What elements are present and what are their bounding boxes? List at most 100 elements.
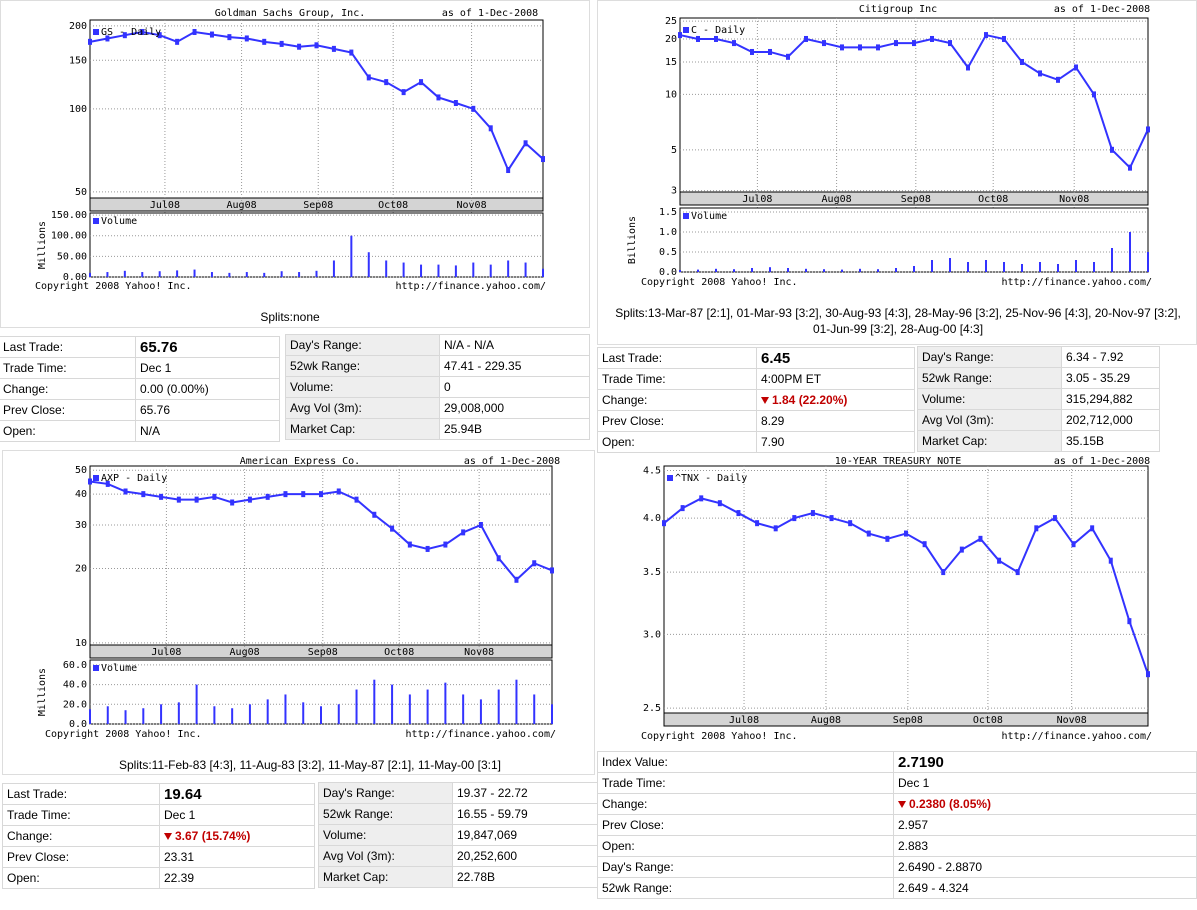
- source-url: http://finance.yahoo.com/: [1001, 277, 1152, 288]
- volume-bar: [733, 269, 735, 272]
- legend-label: Volume: [101, 663, 137, 674]
- price-point: [436, 94, 441, 101]
- y-tick-label: 50: [75, 465, 87, 476]
- volume-bar: [697, 269, 699, 272]
- price-point: [496, 555, 501, 562]
- quote-row: Prev Close: 23.31: [2, 846, 315, 868]
- price-point: [141, 491, 146, 498]
- x-tick-label: Aug08: [230, 647, 260, 658]
- volume-bar: [177, 702, 180, 724]
- price-point: [822, 40, 826, 47]
- price-point: [541, 156, 545, 163]
- volume-bar: [444, 682, 447, 724]
- quote-row: Day's Range: 6.34 - 7.92: [917, 346, 1160, 368]
- quote-label: Market Cap:: [917, 430, 1062, 452]
- price-point: [192, 28, 197, 35]
- quote-label: Prev Close:: [597, 814, 894, 836]
- x-tick-label: Nov08: [457, 200, 487, 211]
- quote-value-cell: 1.84 (22.20%): [756, 389, 915, 411]
- volume-bar: [284, 694, 287, 724]
- quote-row: Volume: 0: [285, 376, 590, 398]
- quote-value: 20,252,600: [457, 849, 518, 863]
- price-point: [407, 541, 412, 548]
- quote-label: Avg Vol (3m):: [917, 409, 1062, 431]
- quote-value-cell: 315,294,882: [1061, 388, 1160, 410]
- price-point: [810, 510, 815, 517]
- y-tick-label: 3.0: [643, 629, 661, 640]
- price-point: [930, 35, 934, 42]
- chart-title: American Express Co.: [240, 456, 360, 467]
- price-point: [1127, 618, 1132, 625]
- x-tick-label: Sep08: [308, 647, 338, 658]
- price-point: [297, 43, 302, 50]
- x-tick-label: Oct08: [384, 647, 414, 658]
- y-tick-label: 0.0: [659, 267, 677, 278]
- price-point: [319, 491, 323, 498]
- volume-bar: [420, 264, 423, 277]
- price-point: [175, 38, 180, 45]
- price-point: [194, 496, 199, 503]
- quote-value-cell: 2.957: [893, 814, 1197, 836]
- quote-label: Volume:: [917, 388, 1062, 410]
- quote-label: 52wk Range:: [917, 367, 1062, 389]
- price-point: [1092, 91, 1096, 98]
- quote-table: Day's Range: N/A - N/A 52wk Range: 47.41 - …: [285, 334, 590, 440]
- quote-row: Volume: 315,294,882: [917, 388, 1160, 410]
- volume-bar: [142, 708, 145, 724]
- quote-value: 29,008,000: [444, 401, 505, 415]
- quote-value-cell: 25.94B: [439, 418, 590, 440]
- price-point: [696, 35, 700, 42]
- y-tick-label: 200: [69, 21, 87, 32]
- quote-value: 22.39: [164, 871, 195, 885]
- price-point: [792, 515, 797, 522]
- quote-value-cell: Dec 1: [159, 804, 315, 826]
- price-point: [829, 515, 834, 522]
- quote-value: Dec 1: [140, 361, 172, 375]
- quote-row: Change: 1.84 (22.20%): [597, 389, 915, 411]
- price-point: [488, 125, 493, 132]
- quote-row: Trade Time: Dec 1: [597, 772, 1197, 794]
- legend-swatch: [683, 27, 689, 33]
- quote-value-cell: 2.6490 - 2.8870: [893, 856, 1197, 878]
- volume-bar: [913, 266, 915, 272]
- volume-bar: [106, 706, 109, 724]
- quote-label: 52wk Range:: [285, 355, 440, 377]
- volume-bar: [141, 272, 144, 277]
- price-point: [301, 491, 306, 498]
- chart-title: 10-YEAR TREASURY NOTE: [835, 456, 961, 467]
- source-url: http://finance.yahoo.com/: [1001, 731, 1152, 742]
- price-point: [419, 79, 424, 86]
- volume-bar: [298, 272, 301, 277]
- y-tick-label: 20.0: [63, 699, 87, 710]
- volume-bar: [332, 260, 335, 277]
- price-point: [461, 529, 466, 536]
- price-point: [948, 40, 952, 47]
- quote-row: Open: 2.883: [597, 835, 1197, 857]
- price-point: [840, 44, 844, 51]
- price-point: [786, 53, 790, 60]
- price-point: [717, 500, 722, 507]
- volume-bar: [1003, 262, 1005, 272]
- quote-value-cell: 47.41 - 229.35: [439, 355, 590, 377]
- quote-table: Last Trade: 65.76 Trade Time: Dec 1 Change: 0…: [0, 336, 280, 442]
- volume-bar: [302, 702, 305, 724]
- quote-row: Last Trade: 65.76: [0, 336, 280, 358]
- legend-swatch: [93, 29, 99, 35]
- price-point: [1108, 557, 1113, 564]
- volume-bar: [176, 270, 179, 277]
- price-point: [1090, 525, 1095, 532]
- price-point: [736, 510, 741, 517]
- volume-bar: [542, 268, 544, 277]
- quote-value: 2.7190: [898, 753, 944, 771]
- legend-swatch: [93, 665, 99, 671]
- quote-value-cell: 65.76: [135, 399, 280, 421]
- quote-label: Change:: [0, 378, 136, 400]
- quote-row: Trade Time: Dec 1: [0, 357, 280, 379]
- price-point: [532, 560, 537, 567]
- price-point: [209, 31, 214, 38]
- volume-bar: [1021, 264, 1023, 272]
- quote-row: Avg Vol (3m): 29,008,000: [285, 397, 590, 419]
- quote-label: Open:: [2, 867, 160, 889]
- quote-value-cell: 20,252,600: [452, 845, 600, 867]
